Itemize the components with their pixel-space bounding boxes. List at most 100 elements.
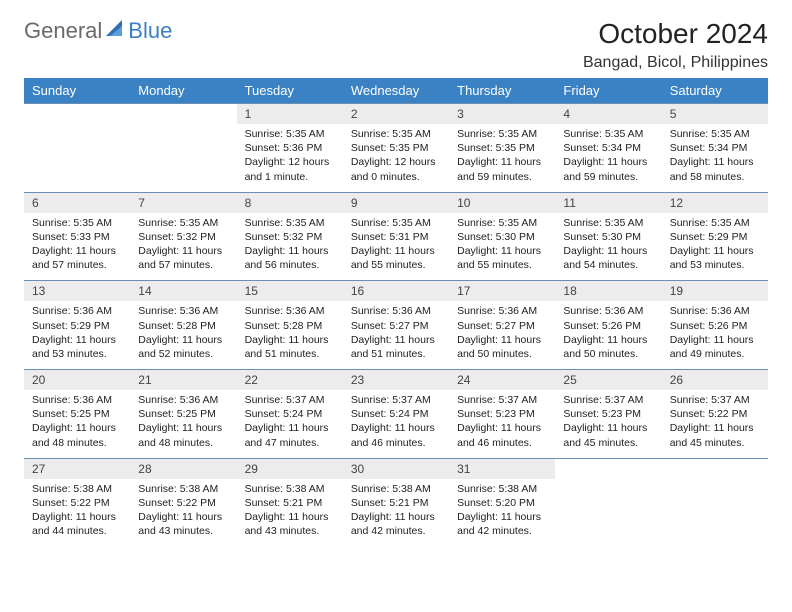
weekday-header: Wednesday — [343, 78, 449, 104]
day-body-row: Sunrise: 5:36 AMSunset: 5:25 PMDaylight:… — [24, 390, 768, 458]
sunrise-line: Sunrise: 5:36 AM — [563, 304, 653, 318]
day-body-cell: Sunrise: 5:36 AMSunset: 5:25 PMDaylight:… — [130, 390, 236, 458]
daylight-line: Daylight: 11 hours and 56 minutes. — [245, 244, 335, 272]
sunset-line: Sunset: 5:34 PM — [670, 141, 760, 155]
day-body-cell — [662, 479, 768, 547]
day-body-cell: Sunrise: 5:36 AMSunset: 5:25 PMDaylight:… — [24, 390, 130, 458]
day-number-cell: 19 — [662, 281, 768, 302]
daylight-line: Daylight: 11 hours and 49 minutes. — [670, 333, 760, 361]
daylight-line: Daylight: 11 hours and 53 minutes. — [670, 244, 760, 272]
sunset-line: Sunset: 5:26 PM — [670, 319, 760, 333]
daylight-line: Daylight: 11 hours and 53 minutes. — [32, 333, 122, 361]
daylight-line: Daylight: 11 hours and 59 minutes. — [563, 155, 653, 183]
day-body-cell: Sunrise: 5:36 AMSunset: 5:28 PMDaylight:… — [130, 301, 236, 369]
sunrise-line: Sunrise: 5:36 AM — [245, 304, 335, 318]
day-body-cell: Sunrise: 5:38 AMSunset: 5:20 PMDaylight:… — [449, 479, 555, 547]
daylight-line: Daylight: 11 hours and 46 minutes. — [457, 421, 547, 449]
day-body-cell: Sunrise: 5:35 AMSunset: 5:33 PMDaylight:… — [24, 213, 130, 281]
day-number-cell: 18 — [555, 281, 661, 302]
day-body-cell: Sunrise: 5:35 AMSunset: 5:36 PMDaylight:… — [237, 124, 343, 192]
calendar-table: SundayMondayTuesdayWednesdayThursdayFrid… — [24, 78, 768, 546]
day-body-cell: Sunrise: 5:37 AMSunset: 5:24 PMDaylight:… — [237, 390, 343, 458]
sunset-line: Sunset: 5:32 PM — [245, 230, 335, 244]
sunrise-line: Sunrise: 5:35 AM — [351, 127, 441, 141]
sunset-line: Sunset: 5:28 PM — [245, 319, 335, 333]
weekday-header: Thursday — [449, 78, 555, 104]
sunset-line: Sunset: 5:25 PM — [32, 407, 122, 421]
daylight-line: Daylight: 11 hours and 43 minutes. — [245, 510, 335, 538]
day-number-cell: 3 — [449, 104, 555, 125]
daylight-line: Daylight: 11 hours and 51 minutes. — [245, 333, 335, 361]
sunrise-line: Sunrise: 5:38 AM — [245, 482, 335, 496]
day-number-row: 13141516171819 — [24, 281, 768, 302]
sunrise-line: Sunrise: 5:38 AM — [32, 482, 122, 496]
sunrise-line: Sunrise: 5:37 AM — [245, 393, 335, 407]
sunrise-line: Sunrise: 5:35 AM — [670, 127, 760, 141]
day-number-cell: 2 — [343, 104, 449, 125]
day-body-row: Sunrise: 5:38 AMSunset: 5:22 PMDaylight:… — [24, 479, 768, 547]
sunrise-line: Sunrise: 5:36 AM — [351, 304, 441, 318]
day-body-cell: Sunrise: 5:36 AMSunset: 5:26 PMDaylight:… — [555, 301, 661, 369]
day-body-cell: Sunrise: 5:35 AMSunset: 5:31 PMDaylight:… — [343, 213, 449, 281]
sunset-line: Sunset: 5:21 PM — [351, 496, 441, 510]
sunset-line: Sunset: 5:22 PM — [670, 407, 760, 421]
day-body-row: Sunrise: 5:35 AM Sunset: 5:33 PM Daylight:… — [24, 213, 768, 281]
sunrise-line: Sunrise: 5:36 AM — [32, 393, 122, 407]
sunrise-line: Sunrise: 5:36 AM — [138, 393, 228, 407]
sunrise-line: Sunrise: 5:38 AM — [351, 482, 441, 496]
sunrise-line: Sunrise: 5:38 AM — [138, 482, 228, 496]
day-body-row: Sunrise: 5:36 AMSunset: 5:29 PMDaylight:… — [24, 301, 768, 369]
sunset-line: Sunset: 5:27 PM — [457, 319, 547, 333]
sunset-line: Sunset: 5:20 PM — [457, 496, 547, 510]
day-number-cell: 9 — [343, 192, 449, 213]
sunset-line: Sunset: 5:21 PM — [245, 496, 335, 510]
daylight-line: Daylight: 12 hours and 1 minute. — [245, 155, 335, 183]
day-body-cell: Sunrise: 5:35 AMSunset: 5:34 PMDaylight:… — [662, 124, 768, 192]
day-number-cell: 14 — [130, 281, 236, 302]
daylight-line: Daylight: 11 hours and 48 minutes. — [32, 421, 122, 449]
sunset-line: Sunset: 5:33 PM — [32, 230, 122, 244]
weekday-header-row: SundayMondayTuesdayWednesdayThursdayFrid… — [24, 78, 768, 104]
sunset-line: Sunset: 5:36 PM — [245, 141, 335, 155]
daylight-line: Daylight: 11 hours and 47 minutes. — [245, 421, 335, 449]
day-body-cell: Sunrise: 5:36 AMSunset: 5:29 PMDaylight:… — [24, 301, 130, 369]
sunrise-line: Sunrise: 5:36 AM — [670, 304, 760, 318]
daylight-line: Daylight: 11 hours and 45 minutes. — [563, 421, 653, 449]
weekday-header: Tuesday — [237, 78, 343, 104]
title-block: October 2024 Bangad, Bicol, Philippines — [583, 18, 768, 72]
sunset-line: Sunset: 5:23 PM — [563, 407, 653, 421]
sunset-line: Sunset: 5:25 PM — [138, 407, 228, 421]
day-body-row: Sunrise: 5:35 AMSunset: 5:36 PMDaylight:… — [24, 124, 768, 192]
day-body-cell: Sunrise: 5:36 AMSunset: 5:26 PMDaylight:… — [662, 301, 768, 369]
sunrise-line: Sunrise: 5:36 AM — [457, 304, 547, 318]
sunrise-line: Sunrise: 5:35 AM — [457, 216, 547, 230]
sunrise-line: Sunrise: 5:35 AM — [457, 127, 547, 141]
sunrise-line: Sunrise: 5:35 AM — [245, 216, 335, 230]
weekday-header: Sunday — [24, 78, 130, 104]
day-number-cell: 24 — [449, 370, 555, 391]
day-body-cell: Sunrise: 5:35 AMSunset: 5:32 PMDaylight:… — [237, 213, 343, 281]
sunrise-line: Sunrise: 5:36 AM — [32, 304, 122, 318]
sunset-line: Sunset: 5:23 PM — [457, 407, 547, 421]
day-number-cell: 21 — [130, 370, 236, 391]
day-body-cell: Sunrise: 5:35 AMSunset: 5:29 PMDaylight:… — [662, 213, 768, 281]
day-body-cell: Sunrise: 5:37 AMSunset: 5:23 PMDaylight:… — [449, 390, 555, 458]
page-title: October 2024 — [583, 18, 768, 50]
day-number-cell — [24, 104, 130, 125]
weekday-header: Saturday — [662, 78, 768, 104]
sunrise-line: Sunrise: 5:37 AM — [351, 393, 441, 407]
day-number-row: 20212223242526 — [24, 370, 768, 391]
sunset-line: Sunset: 5:26 PM — [563, 319, 653, 333]
sunrise-line: Sunrise: 5:38 AM — [457, 482, 547, 496]
sunset-line: Sunset: 5:27 PM — [351, 319, 441, 333]
sunset-line: Sunset: 5:30 PM — [457, 230, 547, 244]
daylight-line: Daylight: 11 hours and 55 minutes. — [457, 244, 547, 272]
day-number-cell: 11 — [555, 192, 661, 213]
day-number-cell: 27 — [24, 458, 130, 479]
day-body-cell: Sunrise: 5:36 AMSunset: 5:27 PMDaylight:… — [449, 301, 555, 369]
day-number-cell — [555, 458, 661, 479]
daylight-line: Daylight: 11 hours and 45 minutes. — [670, 421, 760, 449]
day-number-cell: 29 — [237, 458, 343, 479]
day-body-cell — [555, 479, 661, 547]
day-body-cell: Sunrise: 5:35 AMSunset: 5:35 PMDaylight:… — [343, 124, 449, 192]
